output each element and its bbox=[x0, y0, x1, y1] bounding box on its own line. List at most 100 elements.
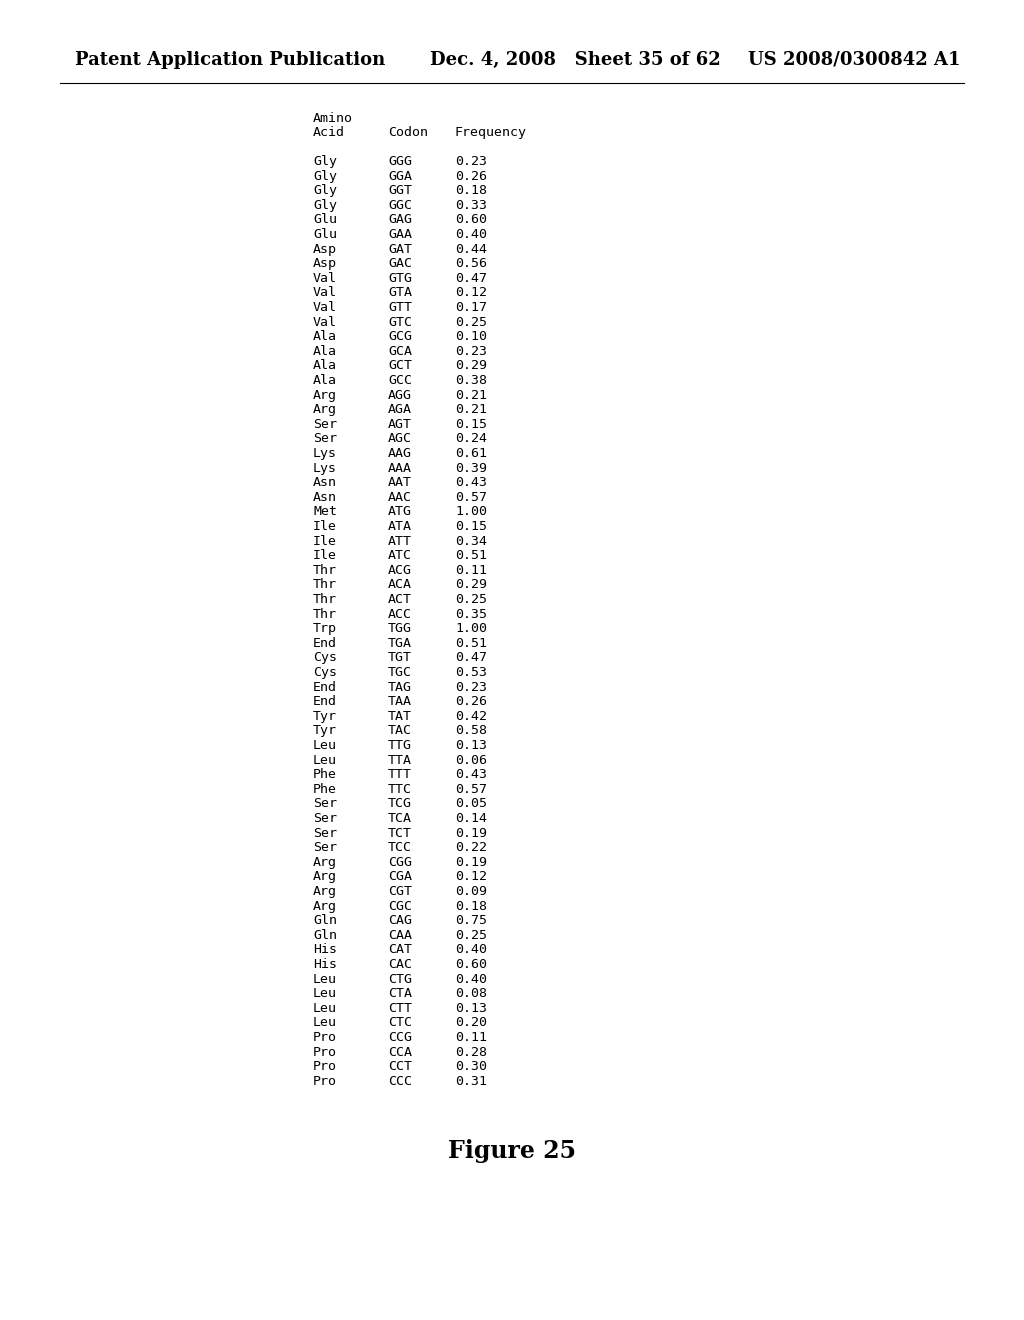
Text: Ile: Ile bbox=[313, 549, 337, 562]
Text: US 2008/0300842 A1: US 2008/0300842 A1 bbox=[748, 51, 961, 69]
Text: TGC: TGC bbox=[388, 667, 412, 678]
Text: GGG: GGG bbox=[388, 154, 412, 168]
Text: Ser: Ser bbox=[313, 812, 337, 825]
Text: 0.30: 0.30 bbox=[455, 1060, 487, 1073]
Text: AAT: AAT bbox=[388, 477, 412, 490]
Text: Ala: Ala bbox=[313, 345, 337, 358]
Text: 0.51: 0.51 bbox=[455, 636, 487, 649]
Text: TTA: TTA bbox=[388, 754, 412, 767]
Text: Leu: Leu bbox=[313, 1002, 337, 1015]
Text: TCC: TCC bbox=[388, 841, 412, 854]
Text: Amino: Amino bbox=[313, 112, 353, 125]
Text: Pro: Pro bbox=[313, 1074, 337, 1088]
Text: TCT: TCT bbox=[388, 826, 412, 840]
Text: Leu: Leu bbox=[313, 739, 337, 752]
Text: His: His bbox=[313, 958, 337, 972]
Text: Leu: Leu bbox=[313, 754, 337, 767]
Text: GCA: GCA bbox=[388, 345, 412, 358]
Text: Lys: Lys bbox=[313, 462, 337, 475]
Text: TGA: TGA bbox=[388, 636, 412, 649]
Text: CGC: CGC bbox=[388, 900, 412, 912]
Text: Cys: Cys bbox=[313, 651, 337, 664]
Text: 0.43: 0.43 bbox=[455, 477, 487, 490]
Text: Figure 25: Figure 25 bbox=[449, 1139, 575, 1163]
Text: Gln: Gln bbox=[313, 929, 337, 941]
Text: 0.14: 0.14 bbox=[455, 812, 487, 825]
Text: Gln: Gln bbox=[313, 915, 337, 927]
Text: TGG: TGG bbox=[388, 622, 412, 635]
Text: ACC: ACC bbox=[388, 607, 412, 620]
Text: 0.56: 0.56 bbox=[455, 257, 487, 271]
Text: AGT: AGT bbox=[388, 418, 412, 430]
Text: Val: Val bbox=[313, 286, 337, 300]
Text: 1.00: 1.00 bbox=[455, 622, 487, 635]
Text: GTG: GTG bbox=[388, 272, 412, 285]
Text: Frequency: Frequency bbox=[455, 125, 527, 139]
Text: 0.58: 0.58 bbox=[455, 725, 487, 738]
Text: Ala: Ala bbox=[313, 330, 337, 343]
Text: TTC: TTC bbox=[388, 783, 412, 796]
Text: Gly: Gly bbox=[313, 154, 337, 168]
Text: Ser: Ser bbox=[313, 418, 337, 430]
Text: 0.12: 0.12 bbox=[455, 870, 487, 883]
Text: 0.19: 0.19 bbox=[455, 855, 487, 869]
Text: Pro: Pro bbox=[313, 1060, 337, 1073]
Text: CCT: CCT bbox=[388, 1060, 412, 1073]
Text: 0.11: 0.11 bbox=[455, 564, 487, 577]
Text: Ile: Ile bbox=[313, 520, 337, 533]
Text: GAG: GAG bbox=[388, 214, 412, 227]
Text: TAC: TAC bbox=[388, 725, 412, 738]
Text: Asn: Asn bbox=[313, 477, 337, 490]
Text: Cys: Cys bbox=[313, 667, 337, 678]
Text: 0.23: 0.23 bbox=[455, 681, 487, 693]
Text: 0.23: 0.23 bbox=[455, 345, 487, 358]
Text: CTT: CTT bbox=[388, 1002, 412, 1015]
Text: ACG: ACG bbox=[388, 564, 412, 577]
Text: Thr: Thr bbox=[313, 593, 337, 606]
Text: TCG: TCG bbox=[388, 797, 412, 810]
Text: Arg: Arg bbox=[313, 870, 337, 883]
Text: TAA: TAA bbox=[388, 696, 412, 709]
Text: 0.75: 0.75 bbox=[455, 915, 487, 927]
Text: Phe: Phe bbox=[313, 768, 337, 781]
Text: Arg: Arg bbox=[313, 388, 337, 401]
Text: GGT: GGT bbox=[388, 185, 412, 197]
Text: 0.47: 0.47 bbox=[455, 651, 487, 664]
Text: AAG: AAG bbox=[388, 447, 412, 459]
Text: 0.13: 0.13 bbox=[455, 739, 487, 752]
Text: 0.18: 0.18 bbox=[455, 185, 487, 197]
Text: CAA: CAA bbox=[388, 929, 412, 941]
Text: GAT: GAT bbox=[388, 243, 412, 256]
Text: 0.40: 0.40 bbox=[455, 973, 487, 986]
Text: 0.13: 0.13 bbox=[455, 1002, 487, 1015]
Text: Leu: Leu bbox=[313, 1016, 337, 1030]
Text: 0.53: 0.53 bbox=[455, 667, 487, 678]
Text: Met: Met bbox=[313, 506, 337, 519]
Text: Val: Val bbox=[313, 272, 337, 285]
Text: Ser: Ser bbox=[313, 826, 337, 840]
Text: CCA: CCA bbox=[388, 1045, 412, 1059]
Text: 0.17: 0.17 bbox=[455, 301, 487, 314]
Text: 0.38: 0.38 bbox=[455, 374, 487, 387]
Text: Thr: Thr bbox=[313, 564, 337, 577]
Text: Glu: Glu bbox=[313, 228, 337, 242]
Text: CAC: CAC bbox=[388, 958, 412, 972]
Text: 0.33: 0.33 bbox=[455, 199, 487, 211]
Text: 0.06: 0.06 bbox=[455, 754, 487, 767]
Text: 0.47: 0.47 bbox=[455, 272, 487, 285]
Text: Gly: Gly bbox=[313, 199, 337, 211]
Text: His: His bbox=[313, 944, 337, 957]
Text: TGT: TGT bbox=[388, 651, 412, 664]
Text: 0.44: 0.44 bbox=[455, 243, 487, 256]
Text: 0.22: 0.22 bbox=[455, 841, 487, 854]
Text: Ser: Ser bbox=[313, 797, 337, 810]
Text: Pro: Pro bbox=[313, 1045, 337, 1059]
Text: End: End bbox=[313, 636, 337, 649]
Text: Glu: Glu bbox=[313, 214, 337, 227]
Text: Dec. 4, 2008   Sheet 35 of 62: Dec. 4, 2008 Sheet 35 of 62 bbox=[430, 51, 721, 69]
Text: AGC: AGC bbox=[388, 433, 412, 445]
Text: 0.40: 0.40 bbox=[455, 228, 487, 242]
Text: GTT: GTT bbox=[388, 301, 412, 314]
Text: Asp: Asp bbox=[313, 243, 337, 256]
Text: 0.60: 0.60 bbox=[455, 958, 487, 972]
